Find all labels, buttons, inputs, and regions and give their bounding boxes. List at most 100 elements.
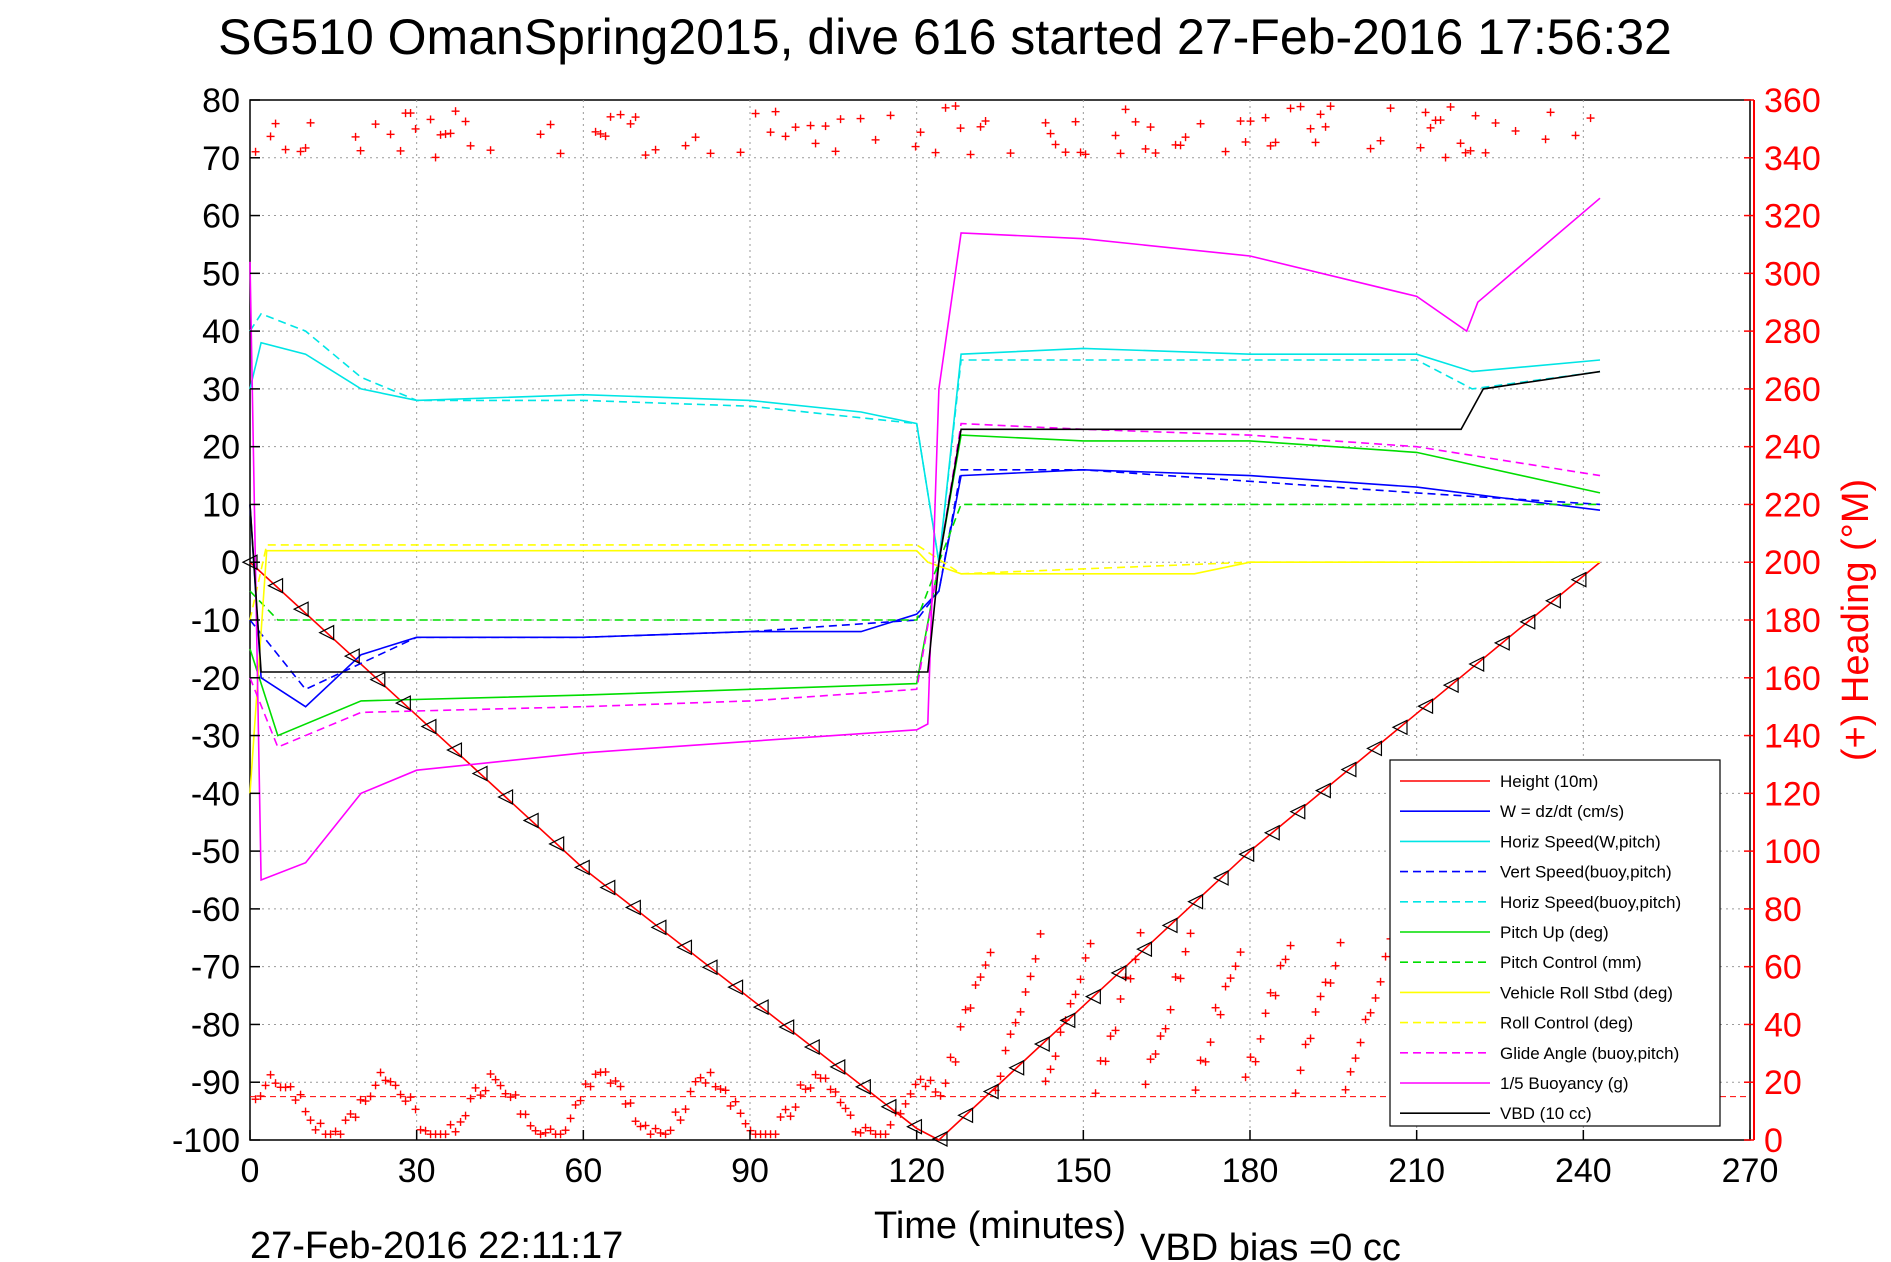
height-triangle-marker	[727, 979, 744, 996]
right-tick-label: 200	[1764, 544, 1821, 582]
height-triangle-marker	[420, 718, 437, 735]
series-line	[249, 434, 1601, 737]
height-triangle-marker	[1340, 761, 1357, 778]
height-triangle-marker	[1161, 917, 1178, 934]
y-tick-label: -80	[191, 1006, 240, 1044]
right-tick-label: 220	[1764, 486, 1821, 524]
legend-label: Horiz Speed(buoy,pitch)	[1500, 893, 1681, 912]
right-axis-label: (+) Heading (°M)	[1835, 479, 1877, 761]
y-tick-label: -20	[191, 660, 240, 698]
right-tick-label: 20	[1764, 1064, 1802, 1102]
height-triangle-marker	[676, 939, 693, 956]
y-tick-label: 60	[202, 198, 240, 236]
right-tick-label: 140	[1764, 718, 1821, 756]
height-triangle-marker	[394, 695, 411, 712]
y-tick-label: -40	[191, 775, 240, 813]
height-triangle-marker	[497, 789, 514, 805]
legend-label: Horiz Speed(W,pitch)	[1500, 832, 1661, 851]
height-triangle-marker	[548, 835, 565, 852]
height-triangle-marker	[292, 601, 309, 618]
height-triangle-marker	[446, 742, 463, 759]
y-tick-label: -100	[172, 1122, 240, 1160]
height-triangle-marker	[1059, 1012, 1076, 1029]
height-triangle-marker	[880, 1098, 897, 1115]
right-tick-label: 240	[1764, 429, 1821, 467]
height-triangle-marker	[624, 899, 641, 916]
y-tick-label: -90	[191, 1064, 240, 1102]
right-tick-label: 320	[1764, 198, 1821, 236]
series-line	[249, 468, 1601, 691]
y-tick-label: -10	[191, 602, 240, 640]
y-tick-label: 30	[202, 371, 240, 409]
height-triangle-marker	[471, 765, 488, 782]
right-tick-label: 80	[1764, 891, 1802, 929]
x-tick-label: 0	[241, 1152, 260, 1190]
legend-label: 1/5 Buoyancy (g)	[1500, 1074, 1629, 1093]
legend-label: VBD (10 cc)	[1500, 1104, 1592, 1123]
series-line	[249, 549, 1600, 794]
height-triangle-marker	[1136, 941, 1153, 958]
y-tick-label: 40	[202, 313, 240, 351]
series-line	[249, 544, 1600, 621]
right-axis-ticks: 0 20 40 60 80 100 120 140 160 180 200 220 240 260 280 3…	[1744, 82, 1821, 1160]
x-tick-label: 30	[398, 1152, 436, 1190]
legend-label: Pitch Up (deg)	[1500, 923, 1609, 942]
series-line	[249, 312, 1601, 563]
height-markers	[241, 554, 1587, 1147]
height-triangle-marker	[1493, 634, 1510, 651]
height-triangle-marker	[957, 1107, 974, 1124]
y-axis-ticks: -100-90-80-70-60-50-40-30-20-10010203040…	[172, 82, 260, 1160]
legend-label: W = dz/dt (cm/s)	[1500, 802, 1624, 821]
legend: Height (10m) W = dz/dt (cm/s) Horiz Speed(…	[1389, 759, 1721, 1127]
height-triangle-marker	[1187, 893, 1204, 910]
x-tick-label: 270	[1722, 1152, 1779, 1190]
right-tick-label: 100	[1764, 833, 1821, 871]
x-tick-label: 90	[731, 1152, 769, 1190]
vbd-bias: VBD bias =0 cc	[1140, 1227, 1401, 1262]
height-triangle-marker	[573, 859, 590, 876]
right-tick-label: 360	[1764, 82, 1821, 120]
height-triangle-marker	[1238, 846, 1255, 863]
x-axis-label: Time (minutes)	[874, 1205, 1126, 1247]
height-triangle-marker	[369, 671, 386, 688]
series-line	[249, 341, 1601, 563]
legend-items: Height (10m) W = dz/dt (cm/s) Horiz Speed(…	[1400, 772, 1681, 1123]
height-triangle-marker	[318, 624, 335, 641]
right-tick-label: 340	[1764, 140, 1821, 178]
height-triangle-marker	[1110, 964, 1127, 981]
height-triangle-marker	[1212, 869, 1229, 886]
legend-label: Pitch Control (mm)	[1500, 953, 1642, 972]
y-tick-label: 50	[202, 255, 240, 293]
x-axis-ticks: 0 30 60 90 120 150 180 210 240 270	[241, 1130, 1779, 1190]
height-triangle-marker	[1442, 677, 1459, 694]
height-triangle-marker	[854, 1078, 871, 1095]
right-tick-label: 40	[1764, 1006, 1802, 1044]
footer-timestamp: 27-Feb-2016 22:11:17	[250, 1225, 623, 1262]
height-triangle-marker	[1544, 592, 1561, 609]
y-tick-label: 80	[202, 82, 240, 120]
height-triangle-marker	[701, 959, 718, 976]
height-triangle-marker	[599, 879, 616, 896]
height-triangle-marker	[1289, 803, 1306, 820]
y-tick-label: 10	[202, 486, 240, 524]
height-triangle-marker	[1468, 656, 1485, 672]
series-lines	[249, 197, 1601, 1141]
y-tick-label: -30	[191, 718, 240, 756]
right-tick-label: 120	[1764, 775, 1821, 813]
right-tick-label: 260	[1764, 371, 1821, 409]
right-tick-label: 160	[1764, 660, 1821, 698]
y-tick-label: -60	[191, 891, 240, 929]
height-triangle-marker	[931, 1130, 948, 1147]
right-tick-label: 0	[1764, 1122, 1783, 1160]
height-triangle-marker	[1314, 782, 1331, 799]
y-tick-label: -50	[191, 833, 240, 871]
height-triangle-marker	[1417, 698, 1434, 715]
height-triangle-marker	[1008, 1059, 1025, 1076]
legend-label: Vert Speed(buoy,pitch)	[1500, 863, 1672, 882]
height-triangle-marker	[1570, 571, 1587, 588]
series-line	[249, 468, 1601, 708]
x-tick-label: 150	[1055, 1152, 1112, 1190]
height-triangle-marker	[1263, 824, 1280, 841]
series-line	[249, 422, 1601, 749]
